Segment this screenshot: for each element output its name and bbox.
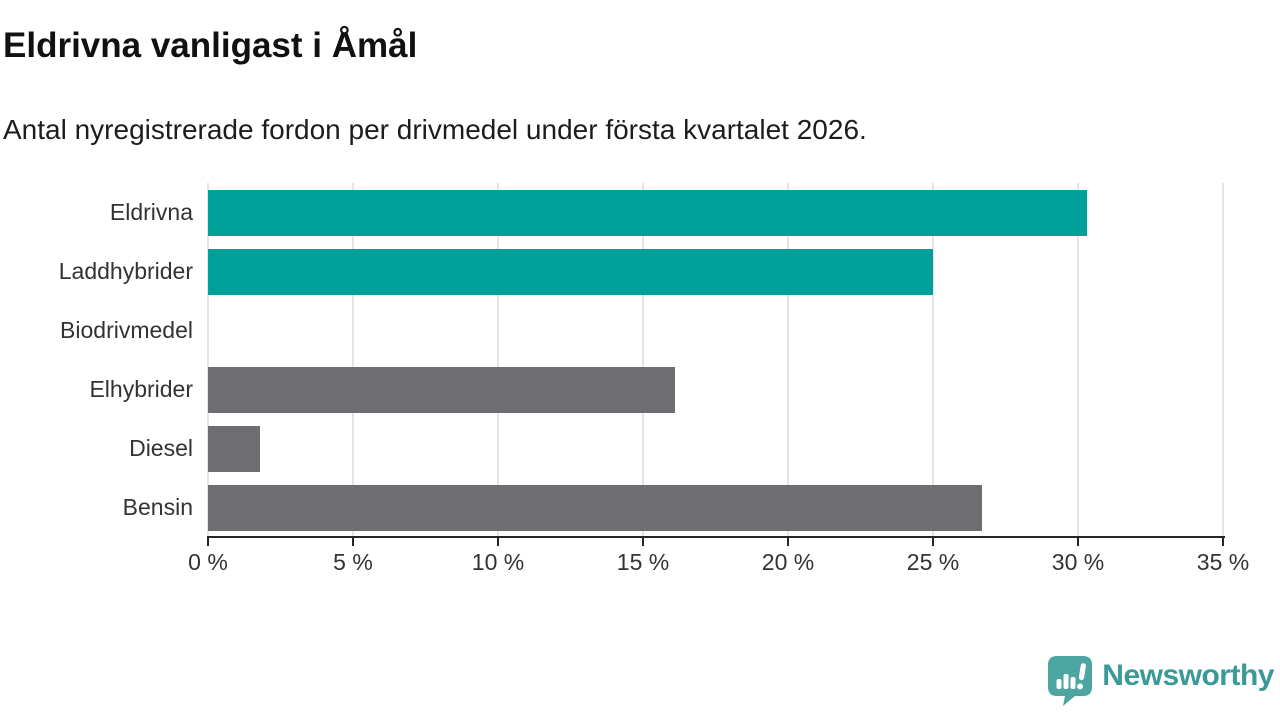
- gridline: [787, 183, 789, 537]
- gridline: [497, 183, 499, 537]
- bar-elhybrider: [208, 366, 675, 413]
- bar-bensin: [208, 484, 983, 531]
- gridline: [1222, 183, 1224, 537]
- x-axis-tick-mark: [1222, 538, 1224, 546]
- x-axis-tick-mark: [207, 538, 209, 546]
- x-axis-tick-label: 10 %: [471, 549, 525, 575]
- category-label: Biodrivmedel: [60, 317, 193, 343]
- x-axis-tick-label: 35 %: [1196, 549, 1250, 575]
- x-axis-tick-mark: [787, 538, 789, 546]
- x-axis-tick-mark: [642, 538, 644, 546]
- x-axis-tick-label: 20 %: [761, 549, 815, 575]
- chart-title: Eldrivna vanligast i Åmål: [3, 26, 418, 65]
- x-axis-tick-mark: [932, 538, 934, 546]
- newsworthy-logo-text: Newsworthy: [1102, 659, 1274, 692]
- x-axis-tick-label: 0 %: [188, 549, 228, 575]
- newsworthy-logo-icon: [1048, 656, 1093, 706]
- category-label: Elhybrider: [89, 376, 193, 402]
- x-axis-tick-mark: [352, 538, 354, 546]
- category-label: Eldrivna: [109, 199, 193, 225]
- category-label: Diesel: [129, 435, 193, 461]
- gridline: [207, 183, 209, 537]
- newsworthy-logo: Newsworthy: [1046, 654, 1274, 706]
- category-label: Laddhybrider: [58, 258, 193, 284]
- x-axis-tick-mark: [1077, 538, 1079, 546]
- x-axis-tick-mark: [497, 538, 499, 546]
- gridline: [642, 183, 644, 537]
- bar-chart-plot-area: [207, 183, 1224, 537]
- y-axis-labels: Eldrivna Laddhybrider Biodrivmedel Elhybrid…: [0, 183, 193, 537]
- x-axis-tick-label: 5 %: [333, 549, 373, 575]
- x-axis-line: [207, 536, 1225, 538]
- x-axis-tick-label: 15 %: [616, 549, 670, 575]
- bar-diesel: [208, 425, 261, 472]
- gridline: [932, 183, 934, 537]
- x-axis-tick-label: 25 %: [906, 549, 960, 575]
- gridline: [1077, 183, 1079, 537]
- chart-subtitle: Antal nyregistrerade fordon per drivmede…: [3, 114, 867, 145]
- bar-eldrivna: [208, 189, 1087, 236]
- x-axis-tick-label: 30 %: [1051, 549, 1105, 575]
- bar-laddhybrider: [208, 248, 933, 295]
- category-label: Bensin: [122, 494, 193, 520]
- gridline: [352, 183, 354, 537]
- x-axis-tick-labels: 0 % 5 % 10 % 15 % 20 % 25 % 30 % 35 %: [188, 549, 1249, 581]
